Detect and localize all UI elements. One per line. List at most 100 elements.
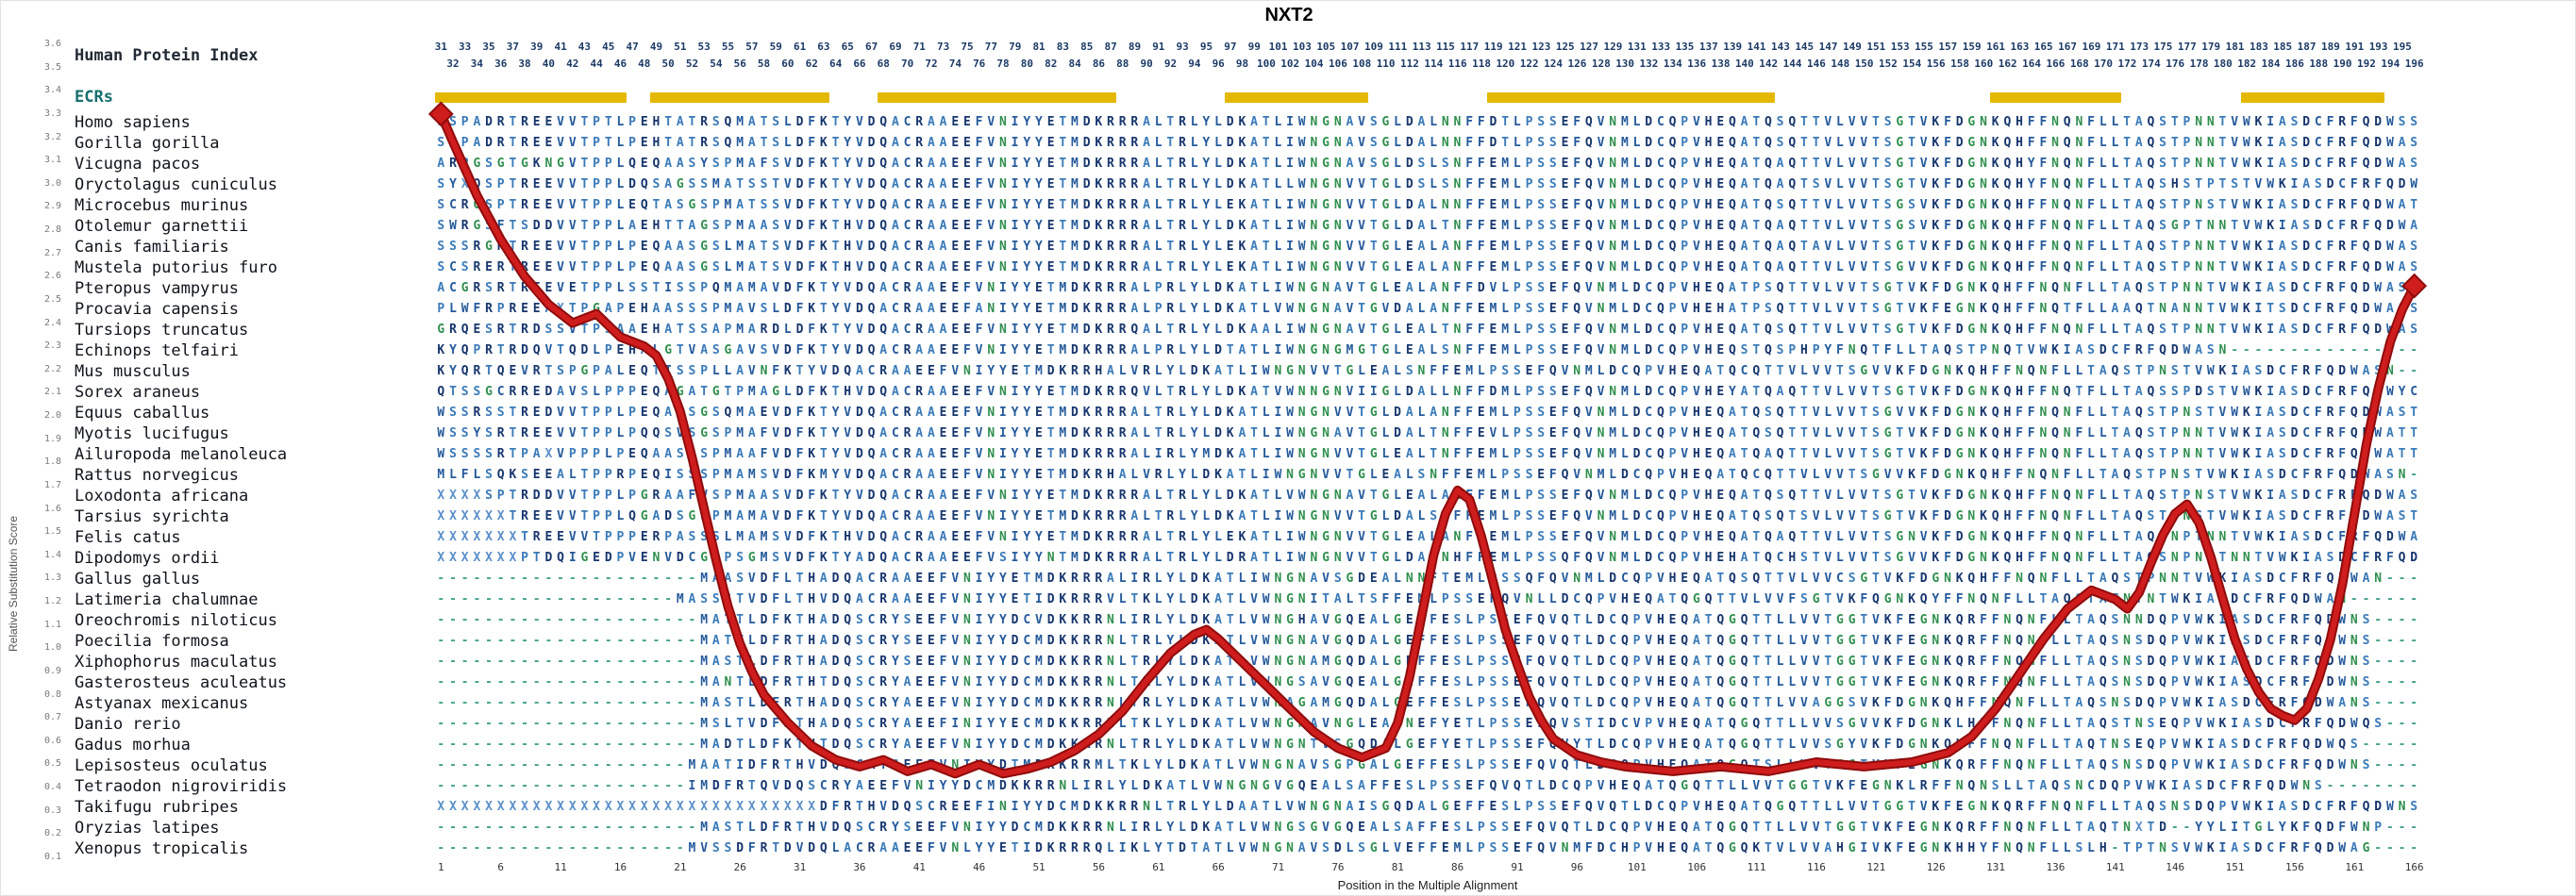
residue: P: [1154, 343, 1163, 357]
residue: D: [867, 198, 876, 212]
residue: G: [1297, 696, 1306, 710]
residue: S: [2159, 489, 2166, 503]
residue: S: [2410, 260, 2418, 274]
residue: R: [2362, 177, 2370, 191]
residue: S: [2170, 364, 2179, 378]
residue: L: [1154, 219, 1163, 233]
residue: W: [1297, 489, 1306, 503]
residue: D: [1082, 240, 1091, 254]
residue: Q: [1872, 592, 1880, 606]
residue: F: [2075, 447, 2083, 461]
residue: S: [437, 198, 445, 212]
residue: E: [951, 530, 960, 544]
residue: A: [1430, 302, 1438, 316]
residue: G: [1883, 302, 1892, 316]
residue: Q: [460, 364, 469, 378]
residue: K: [819, 198, 828, 212]
residue: V: [747, 302, 756, 316]
residue: N: [1609, 343, 1617, 357]
human-index-number: 169: [2082, 41, 2101, 53]
residue: P: [1477, 634, 1485, 648]
residue: L: [2099, 115, 2107, 129]
residue: D: [2385, 219, 2394, 233]
residue: -: [544, 655, 553, 669]
residue: S: [2111, 613, 2119, 627]
residue: Y: [1202, 157, 1211, 171]
residue: -: [676, 613, 684, 627]
residue: R: [1179, 198, 1186, 212]
residue: K: [819, 240, 828, 254]
residue: -: [557, 592, 564, 606]
residue: T: [2159, 406, 2166, 420]
residue: I: [1358, 385, 1365, 399]
residue: Q: [1955, 655, 1964, 669]
residue: V: [557, 136, 564, 150]
residue: C: [1656, 551, 1664, 565]
residue: W: [2278, 551, 2286, 565]
residue: K: [1980, 281, 1987, 295]
residue: Q: [2063, 240, 2071, 254]
residue: F: [2350, 115, 2358, 129]
residue: T: [521, 530, 528, 544]
residue: S: [485, 177, 493, 191]
residue: Q: [2063, 198, 2071, 212]
residue: N: [2063, 426, 2071, 440]
residue: R: [903, 447, 912, 461]
residue: V: [1681, 302, 1689, 316]
residue: M: [1059, 426, 1067, 440]
residue: W: [2385, 323, 2394, 337]
human-index-number: 152: [1879, 58, 1898, 70]
residue: E: [1405, 323, 1413, 337]
residue: Y: [700, 157, 709, 171]
residue: R: [449, 323, 457, 337]
residue: S: [2398, 509, 2406, 523]
residue: E: [962, 489, 971, 503]
residue: F: [2039, 240, 2048, 254]
residue: Q: [2003, 157, 2012, 171]
residue: A: [1346, 489, 1354, 503]
residue: S: [688, 302, 696, 316]
residue: Q: [1991, 281, 1999, 295]
residue: V: [557, 406, 564, 420]
residue: T: [2170, 115, 2179, 129]
residue: G: [1381, 198, 1390, 212]
residue: F: [1430, 613, 1438, 627]
residue: Q: [1728, 157, 1736, 171]
residue: R: [496, 115, 505, 129]
residue: V: [975, 426, 983, 440]
residue: F: [2027, 323, 2035, 337]
residue: Y: [1190, 406, 1198, 420]
residue: G: [1322, 530, 1330, 544]
residue: M: [1501, 489, 1510, 503]
residue: A: [688, 385, 696, 399]
residue: V: [951, 655, 960, 669]
residue: S: [521, 219, 528, 233]
residue: F: [1991, 634, 1999, 648]
residue: T: [1740, 447, 1748, 461]
residue: D: [867, 157, 876, 171]
residue: R: [783, 675, 792, 689]
residue: E: [1046, 198, 1055, 212]
residue: X: [449, 530, 457, 544]
residue: F: [1561, 447, 1569, 461]
residue: Q: [2063, 260, 2071, 274]
residue: S: [2278, 447, 2286, 461]
residue: L: [783, 115, 792, 129]
residue: S: [1776, 343, 1784, 357]
human-index-number: 78: [996, 58, 1010, 70]
residue: A: [2278, 385, 2286, 399]
residue: M: [1501, 323, 1510, 337]
residue: K: [1143, 592, 1150, 606]
residue: Q: [879, 136, 888, 150]
residue: D: [1632, 509, 1641, 523]
residue: A: [1728, 406, 1736, 420]
residue: A: [891, 323, 899, 337]
residue: D: [2195, 385, 2203, 399]
residue: K: [2254, 260, 2263, 274]
residue: L: [1430, 323, 1438, 337]
residue: A: [915, 426, 924, 440]
residue: S: [2385, 468, 2394, 482]
residue: A: [2123, 281, 2131, 295]
residue: T: [1358, 509, 1365, 523]
residue: -: [580, 572, 589, 586]
